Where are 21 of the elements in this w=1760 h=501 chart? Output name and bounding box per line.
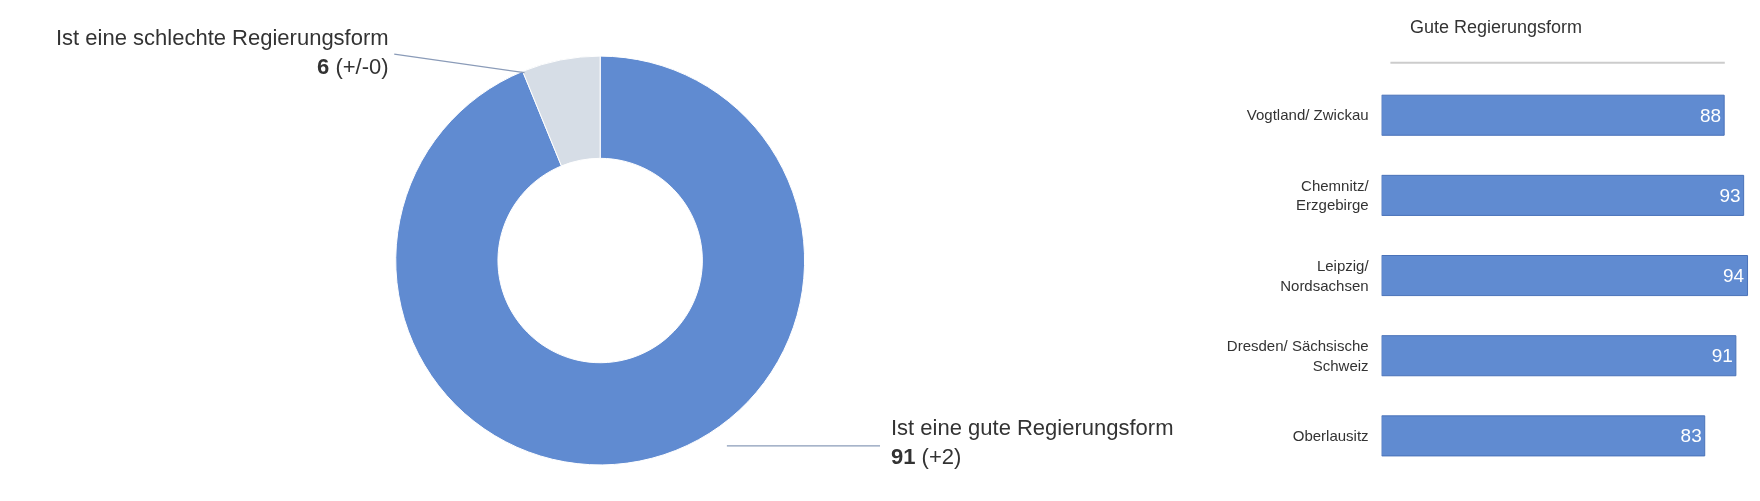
bar — [1381, 94, 1725, 136]
data-label: 88 — [1700, 104, 1722, 126]
y-tick-label: Vogtland/ Zwickau — [1246, 106, 1369, 124]
data-label: 94 — [1722, 265, 1745, 287]
y-tick-label: Dresden/ Sächsische Schweiz — [1226, 337, 1369, 374]
slice-label: Ist eine schlechte Regierungsform — [56, 25, 389, 50]
data-label: 93 — [1719, 184, 1741, 206]
data-label: 83 — [1680, 425, 1702, 447]
y-tick-label: Oberlausitz — [1292, 427, 1369, 445]
y-tick-label: Chemnitz/ Erzgebirge — [1296, 176, 1370, 214]
data-label: 91 (+2) — [891, 443, 962, 469]
y-tick-label: Leipzig/ Nordsachsen — [1280, 257, 1370, 294]
bar — [1381, 255, 1749, 297]
donut-slice — [395, 55, 805, 466]
bar — [1381, 415, 1706, 457]
data-label: 91 — [1711, 345, 1733, 367]
chart-title: Gute Regierungsform — [1410, 17, 1583, 37]
bar — [1381, 335, 1737, 377]
bar — [1381, 174, 1745, 216]
data-label: 6 (+/-0) — [317, 53, 389, 79]
slice-label: Ist eine gute Regierungsform — [891, 415, 1174, 440]
